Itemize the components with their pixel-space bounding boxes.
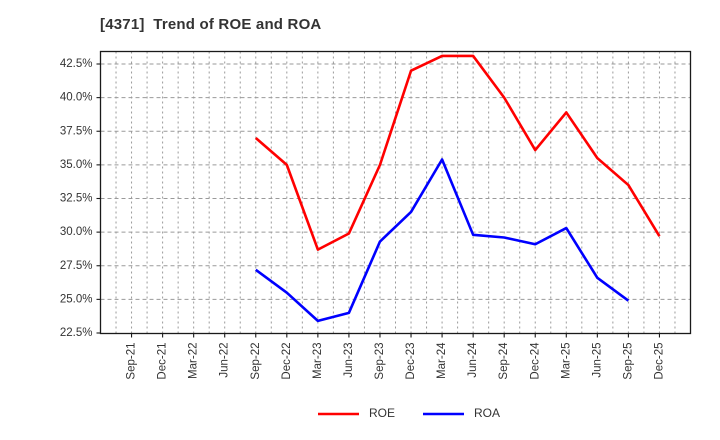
x-axis-tick-label: Jun-24 [467,342,479,378]
x-axis-tick-label: Jun-25 [591,343,603,378]
y-axis-tick-label: 37.5% [60,125,93,137]
x-axis-tick-label: Jun-22 [219,343,231,378]
y-axis-tick-label: 40.0% [60,92,93,104]
legend-label-roe: ROE [369,406,395,420]
y-axis-tick-label: 27.5% [60,260,93,272]
x-axis-tick-label: Dec-23 [405,343,417,380]
y-axis-tick-label: 35.0% [60,159,93,171]
x-axis-tick-label: Jun-23 [343,343,355,378]
x-axis-tick-label: Sep-23 [374,343,386,380]
x-axis-tick-label: Dec-25 [653,343,665,380]
y-axis-tick-label: 25.0% [60,293,93,305]
x-axis-tick-label: Sep-21 [126,343,138,380]
x-axis-tick-label: Dec-21 [157,343,169,380]
y-axis: 22.5% 25.0% 27.5% 30.0% 32.5% 35.0% 37.5% 40.0%… [60,58,101,339]
gridlines [100,51,691,334]
x-axis-tick-label: Mar-23 [312,343,324,379]
series-line-roe [254,54,661,251]
x-axis-tick-label: Mar-24 [436,342,448,379]
x-axis-tick-label: Sep-25 [622,343,634,380]
legend-label-roa: ROA [474,406,500,420]
x-axis-tick-label: Dec-24 [529,342,541,380]
x-axis-tick-label: Mar-22 [188,343,200,379]
y-axis-tick-label: 32.5% [60,193,93,205]
y-axis-tick-label: 30.0% [60,226,93,238]
chart-legend: ROE ROA [318,406,500,420]
x-axis: Sep-21 Dec-21 Mar-22 Jun-22 Sep-22 Dec-22 Mar-… [126,333,665,380]
x-axis-tick-label: Sep-24 [498,342,510,380]
x-axis-tick-label: Mar-25 [560,343,572,379]
plot-frame [99,50,692,335]
x-axis-tick-label: Dec-22 [281,343,293,380]
chart-title: [4371] Trend of ROE and ROA [100,16,322,33]
x-axis-tick-label: Sep-22 [250,343,262,380]
y-axis-tick-label: 42.5% [60,58,93,70]
series-line-roa [254,158,630,323]
y-axis-tick-label: 22.5% [60,327,93,339]
